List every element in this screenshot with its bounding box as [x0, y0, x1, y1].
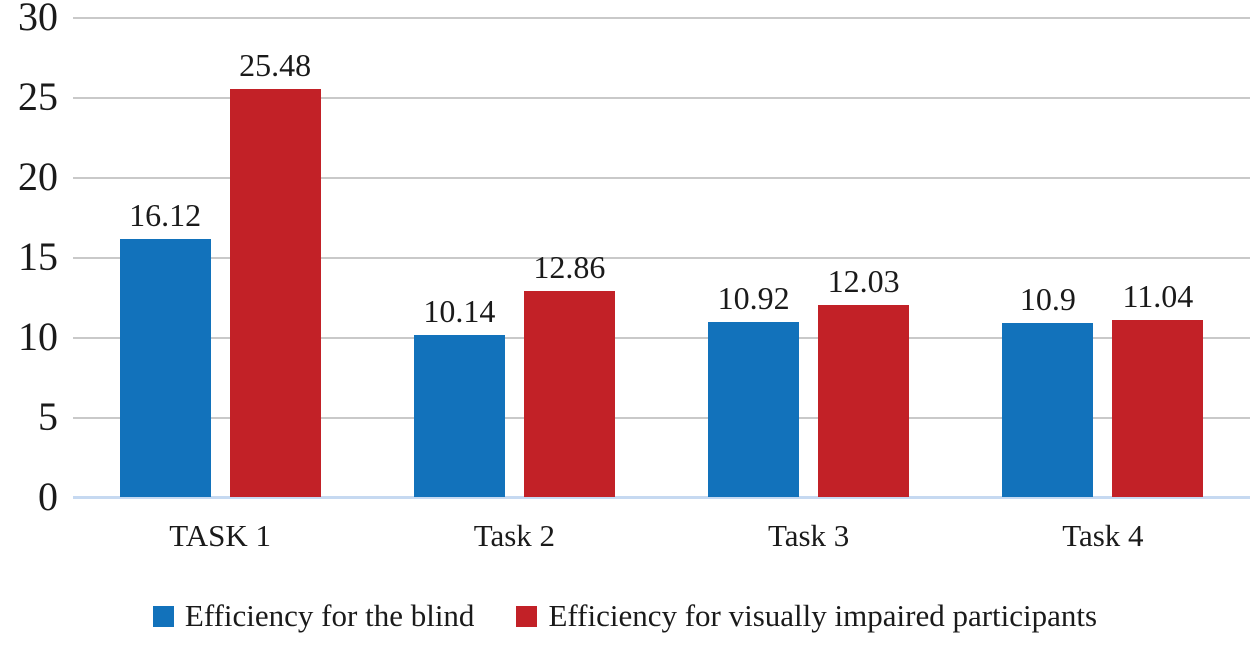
y-tick-label: 10 [18, 314, 58, 359]
bar-value-label: 11.04 [1122, 278, 1194, 315]
y-tick-label: 20 [18, 154, 58, 199]
gridline [73, 337, 1250, 339]
plot-area: 16.12 25.48 10.14 12.86 10.92 12.03 10.9 11.04 [73, 17, 1250, 499]
bar: 11.04 [1112, 279, 1204, 497]
bar-value-label: 10.14 [423, 292, 496, 329]
bar: 10.9 [1002, 282, 1094, 497]
x-axis-category-labels: TASK 1 Task 2 Task 3 Task 4 [73, 516, 1250, 556]
bar-group: 10.14 12.86 [367, 17, 661, 497]
gridline [73, 97, 1250, 99]
legend-label: Efficiency for visually impaired partici… [548, 598, 1098, 633]
legend: Efficiency for the blind Efficiency for … [0, 595, 1250, 637]
bar-group: 16.12 25.48 [73, 17, 367, 497]
bar: 12.03 [818, 264, 910, 497]
bar-value-label: 12.86 [533, 249, 606, 286]
bar: 10.92 [708, 281, 800, 497]
x-category-label: Task 3 [767, 518, 850, 553]
bar-group: 10.9 11.04 [956, 17, 1250, 497]
bar-group: 10.92 12.03 [662, 17, 956, 497]
bar: 25.48 [229, 48, 321, 497]
gridline [73, 417, 1250, 419]
bar: 16.12 [119, 198, 211, 497]
gridline [73, 257, 1250, 259]
y-tick-label: 0 [38, 474, 58, 519]
legend-item-blind: Efficiency for the blind [152, 595, 475, 637]
y-tick-label: 5 [38, 394, 58, 439]
bar-value-label: 10.9 [1019, 280, 1076, 317]
legend-swatch-red [516, 605, 538, 627]
bar-value-label: 16.12 [129, 197, 202, 234]
gridline [73, 177, 1250, 179]
bar-value-label: 12.03 [827, 262, 900, 299]
bar: 12.86 [523, 250, 615, 497]
x-category-label: TASK 1 [169, 518, 271, 553]
legend-swatch-blue [152, 605, 174, 627]
bar-groups: 16.12 25.48 10.14 12.86 10.92 12.03 10.9 11.04 [73, 17, 1250, 497]
x-category-label: Task 2 [473, 518, 556, 553]
bar-value-label: 10.92 [717, 280, 790, 317]
x-axis-line [73, 496, 1250, 499]
legend-label: Efficiency for the blind [184, 598, 475, 633]
legend-item-visually-impaired: Efficiency for visually impaired partici… [516, 595, 1097, 637]
x-category-label: Task 4 [1062, 518, 1144, 553]
gridline [73, 17, 1250, 19]
y-tick-label: 30 [18, 0, 58, 39]
y-tick-label: 25 [18, 74, 58, 119]
y-tick-label: 15 [18, 234, 58, 279]
bar-value-label: 25.48 [239, 47, 312, 84]
bar: 10.14 [413, 294, 505, 497]
